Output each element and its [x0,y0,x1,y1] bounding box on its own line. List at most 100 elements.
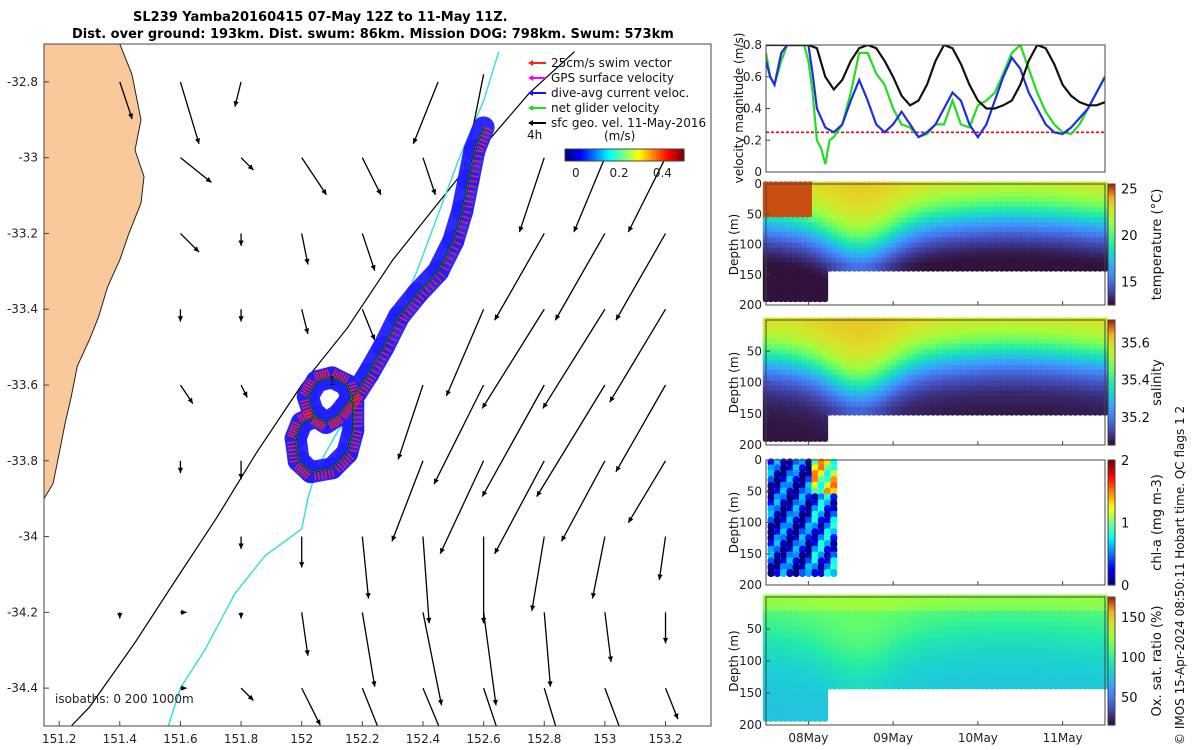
chla-cell [830,563,838,572]
chla-cell [786,563,794,572]
section-cell [1052,406,1060,416]
section-cell [905,406,912,416]
colorbar-cell [650,149,653,161]
chla-cell [767,539,775,548]
section-cell [821,432,829,442]
vector-head [247,164,254,171]
section-cell [1013,406,1020,416]
chla-cell [830,493,838,502]
vector-shaft [627,460,667,524]
vector-head [117,613,123,619]
figure-title-line-2: Dist. over ground: 193km. Dist. swum: 86… [72,27,674,42]
section-cell [1057,406,1064,416]
swim-vector [334,465,342,473]
colorbar-cell [1108,491,1115,495]
section-data-cells [762,317,1109,442]
section-cell [880,406,888,416]
swim-vector [302,405,312,410]
chla-cell [792,545,800,554]
speed-ytick-label: 0.6 [743,70,762,84]
colorbar-cell [1108,357,1115,362]
swim-vector [302,386,312,392]
section-cell [993,262,1001,272]
chla-cell [824,568,832,577]
section-cell [792,432,799,442]
geostrophic-vector [301,309,310,335]
section-cell [900,262,907,272]
colorbar-cell [592,149,596,161]
chla-cell [817,481,825,490]
chla-cell [792,522,800,531]
vector-shaft [494,233,545,321]
section-cell [870,262,878,272]
chla-cell [824,470,832,479]
colorbar-cell [1108,385,1115,390]
swim-vector [454,235,464,240]
colorbar-frame [1107,459,1116,586]
colorbar-cell [1108,435,1115,440]
colorbar-cell [1108,426,1115,430]
section-cell [1042,262,1050,272]
isobaths-label: isobaths: 0 200 1000m [55,692,194,706]
vector-shaft [301,612,309,656]
section-cell [939,406,947,416]
colorbar-cell [1108,202,1115,206]
colorbar-cell [1108,472,1115,477]
section-cell [816,432,824,442]
section-cell [787,293,794,303]
vector-head [673,713,679,720]
chla-cell [824,539,832,548]
chla-cell [798,493,806,502]
section-cell [851,262,858,272]
geostrophic-vector [604,687,620,726]
speed-ytick-label: 0.2 [743,133,762,147]
vector-shaft [481,308,545,409]
chla-cell [767,510,775,519]
legend-entry-label: dive-avg current veloc. [551,86,689,100]
swim-vector [348,448,358,453]
map-ytick-label: -34.4 [7,681,38,695]
vector-head [193,246,200,253]
colorbar-cell [590,149,594,161]
colorbar-cell [630,149,634,161]
chla-cell [798,539,806,548]
vector-shaft [573,157,606,233]
geostrophic-vector [119,81,133,120]
section-cell [826,680,834,690]
section-cell [959,406,966,416]
section-cell [856,680,863,690]
geostrophic-vector [238,536,244,549]
colorbar-cell [1108,265,1115,270]
chla-cell [792,557,800,566]
swim-vector [314,418,321,428]
vector-head [315,719,321,726]
vector-shaft [615,384,667,473]
colorbar-cell [604,149,608,161]
vector-head [242,391,248,398]
chla-cell [805,510,813,519]
colorbar-cell [1108,211,1115,215]
geostrophic-vector [664,687,679,720]
chla-cell [786,481,794,490]
geostrophic-vector [238,233,244,246]
section-cell [861,262,868,272]
vector-head [365,592,371,599]
swim-vector [324,369,328,379]
chla-cell [792,499,800,508]
swim-vector [442,260,452,266]
colorbar-cell [618,149,622,161]
section-cell [846,406,853,416]
chla-cell [773,493,781,502]
section-cell [802,712,809,722]
vector-head [494,547,500,554]
vector-shaft [397,384,424,460]
chla-cell [811,563,819,572]
colorbar-cell [565,149,568,161]
colorbar-cell [642,149,645,161]
chla-cell [830,522,838,531]
colorbar-cell [1108,503,1115,508]
vector-shaft [591,536,606,599]
vector-head [238,543,244,549]
colorbar-cell [1108,572,1115,577]
